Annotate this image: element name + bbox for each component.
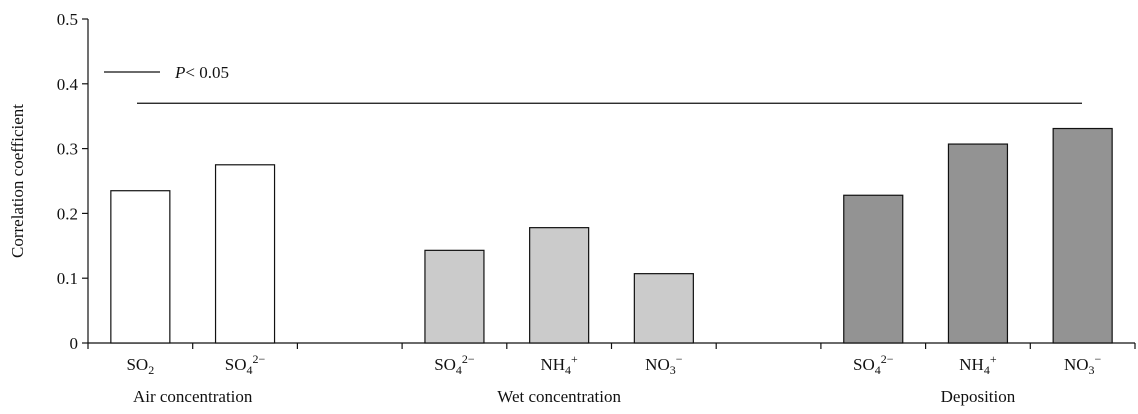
legend-label: P< 0.05 <box>174 63 229 82</box>
y-tick-label: 0.5 <box>57 10 78 29</box>
y-tick-label: 0.1 <box>57 269 78 288</box>
y-axis-title: Correlation coefficient <box>8 104 27 258</box>
bar <box>110 190 171 344</box>
bar <box>1052 127 1113 344</box>
legend: P< 0.05 <box>104 63 229 82</box>
legend-condition: < 0.05 <box>185 63 229 82</box>
category-label: NH4+ <box>959 352 997 377</box>
bar <box>424 249 485 344</box>
bar <box>214 164 276 344</box>
category-label: SO2 <box>126 355 154 377</box>
category-label: SO42− <box>853 352 894 377</box>
y-tick-label: 0.4 <box>57 75 79 94</box>
category-label: NO3− <box>1064 352 1102 377</box>
group-label: Deposition <box>941 387 1016 406</box>
labels: SO2 SO42− SO42− NH4+ NO3− SO42− NH4+ NO3− Air co… <box>126 352 1101 406</box>
group-label: Air concentration <box>133 387 253 406</box>
category-label: SO42− <box>225 352 266 377</box>
bar <box>633 273 694 344</box>
bar <box>529 227 590 344</box>
category-label: NH4+ <box>540 352 578 377</box>
axes: 0 0.1 0.2 0.3 0.4 0.5 Correlation coefficient <box>8 10 1136 353</box>
legend-p: P <box>174 63 185 82</box>
y-tick-label: 0.2 <box>57 204 78 223</box>
y-tick-label: 0 <box>70 334 79 353</box>
category-label: NO3− <box>645 352 683 377</box>
y-tick-label: 0.3 <box>57 140 78 159</box>
bar <box>947 143 1009 344</box>
category-label: SO42− <box>434 352 475 377</box>
group-label: Wet concentration <box>497 387 621 406</box>
bar <box>843 194 904 344</box>
bars <box>110 127 1113 344</box>
